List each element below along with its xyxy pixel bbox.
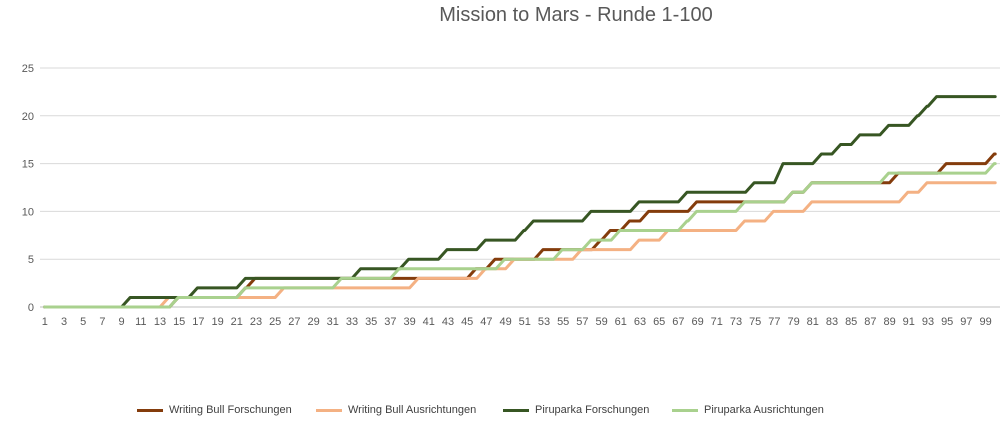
gridlines xyxy=(40,67,1000,260)
x-tick-label: 1 xyxy=(42,316,48,328)
x-tick-label: 83 xyxy=(826,316,838,328)
x-tick-label: 91 xyxy=(903,316,915,328)
legend-item-piruparka-ausrichtungen: Piruparka Ausrichtungen xyxy=(672,404,824,416)
x-tick-label: 17 xyxy=(192,316,204,328)
x-tick-label: 67 xyxy=(672,316,684,328)
y-tick-label: 25 xyxy=(22,63,34,75)
legend-item-writing-bull-ausrichtungen: Writing Bull Ausrichtungen xyxy=(316,404,476,416)
x-tick-label: 35 xyxy=(365,316,377,328)
x-tick-label: 59 xyxy=(595,316,607,328)
x-tick-label: 57 xyxy=(576,316,588,328)
legend-label: Piruparka Forschungen xyxy=(535,404,650,416)
legend-item-writing-bull-forschungen: Writing Bull Forschungen xyxy=(137,404,292,416)
x-tick-labels: 1 3 5 7 9 11 13 15 17 19 21 23 25 27 29 31 33 35 37 39 41 43 4… xyxy=(42,316,992,328)
x-tick-label: 31 xyxy=(327,316,339,328)
x-tick-label: 93 xyxy=(922,316,934,328)
x-tick-label: 55 xyxy=(557,316,569,328)
series-line xyxy=(43,95,997,309)
x-tick-label: 95 xyxy=(941,316,953,328)
x-tick-label: 23 xyxy=(250,316,262,328)
x-tick-label: 27 xyxy=(288,316,300,328)
legend-label: Writing Bull Forschungen xyxy=(169,404,292,416)
x-tick-label: 53 xyxy=(538,316,550,328)
x-tick-label: 11 xyxy=(135,316,146,328)
series-lines xyxy=(43,95,997,309)
x-tick-label: 13 xyxy=(154,316,166,328)
x-tick-label: 49 xyxy=(499,316,511,328)
legend-item-piruparka-forschungen: Piruparka Forschungen xyxy=(503,404,649,416)
x-tick-label: 79 xyxy=(787,316,799,328)
x-tick-label: 81 xyxy=(807,316,819,328)
x-tick-label: 77 xyxy=(768,316,780,328)
x-tick-label: 15 xyxy=(173,316,185,328)
x-tick-label: 61 xyxy=(615,316,627,328)
legend-swatch xyxy=(316,408,342,412)
legend-swatch xyxy=(503,408,529,412)
legend-label: Piruparka Ausrichtungen xyxy=(704,404,824,416)
x-tick-label: 7 xyxy=(99,316,105,328)
x-tick-label: 47 xyxy=(480,316,492,328)
chart-title: Mission to Mars - Runde 1-100 xyxy=(439,4,713,26)
x-tick-label: 39 xyxy=(403,316,415,328)
x-tick-label: 25 xyxy=(269,316,281,328)
series-line xyxy=(43,181,997,309)
y-tick-label: 15 xyxy=(22,159,34,171)
x-tick-label: 73 xyxy=(730,316,742,328)
x-tick-label: 37 xyxy=(384,316,396,328)
x-tick-label: 29 xyxy=(307,316,319,328)
x-tick-label: 5 xyxy=(80,316,86,328)
x-tick-label: 97 xyxy=(960,316,972,328)
x-tick-label: 89 xyxy=(883,316,895,328)
x-tick-label: 69 xyxy=(691,316,703,328)
legend-swatch xyxy=(672,408,698,412)
x-tick-label: 3 xyxy=(61,316,67,328)
x-tick-label: 71 xyxy=(711,316,723,328)
x-tick-label: 99 xyxy=(979,316,991,328)
x-tick-label: 19 xyxy=(211,316,223,328)
x-tick-label: 33 xyxy=(346,316,358,328)
x-tick-label: 21 xyxy=(231,316,243,328)
x-tick-label: 45 xyxy=(461,316,473,328)
y-tick-label: 10 xyxy=(22,206,34,218)
x-tick-label: 51 xyxy=(519,316,531,328)
x-tick-label: 43 xyxy=(442,316,454,328)
legend-label: Writing Bull Ausrichtungen xyxy=(348,404,477,416)
x-tick-label: 87 xyxy=(864,316,876,328)
legend-swatch xyxy=(137,408,163,412)
legend: Writing Bull Forschungen Writing Bull Au… xyxy=(0,404,1002,422)
y-tick-label: 20 xyxy=(22,111,34,123)
x-tick-label: 63 xyxy=(634,316,646,328)
x-tick-label: 65 xyxy=(653,316,665,328)
y-tick-labels: 0 5 10 15 20 25 xyxy=(22,63,34,314)
x-tick-label: 85 xyxy=(845,316,857,328)
x-tick-label: 9 xyxy=(119,316,125,328)
x-tick-label: 41 xyxy=(423,316,435,328)
x-tick-label: 75 xyxy=(749,316,761,328)
series-line xyxy=(43,162,997,309)
y-tick-label: 0 xyxy=(28,302,34,314)
y-tick-label: 5 xyxy=(28,254,34,266)
series-line xyxy=(43,152,997,309)
